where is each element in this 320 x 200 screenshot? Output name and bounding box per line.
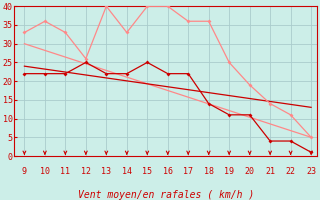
X-axis label: Vent moyen/en rafales ( km/h ): Vent moyen/en rafales ( km/h ) xyxy=(77,190,254,200)
